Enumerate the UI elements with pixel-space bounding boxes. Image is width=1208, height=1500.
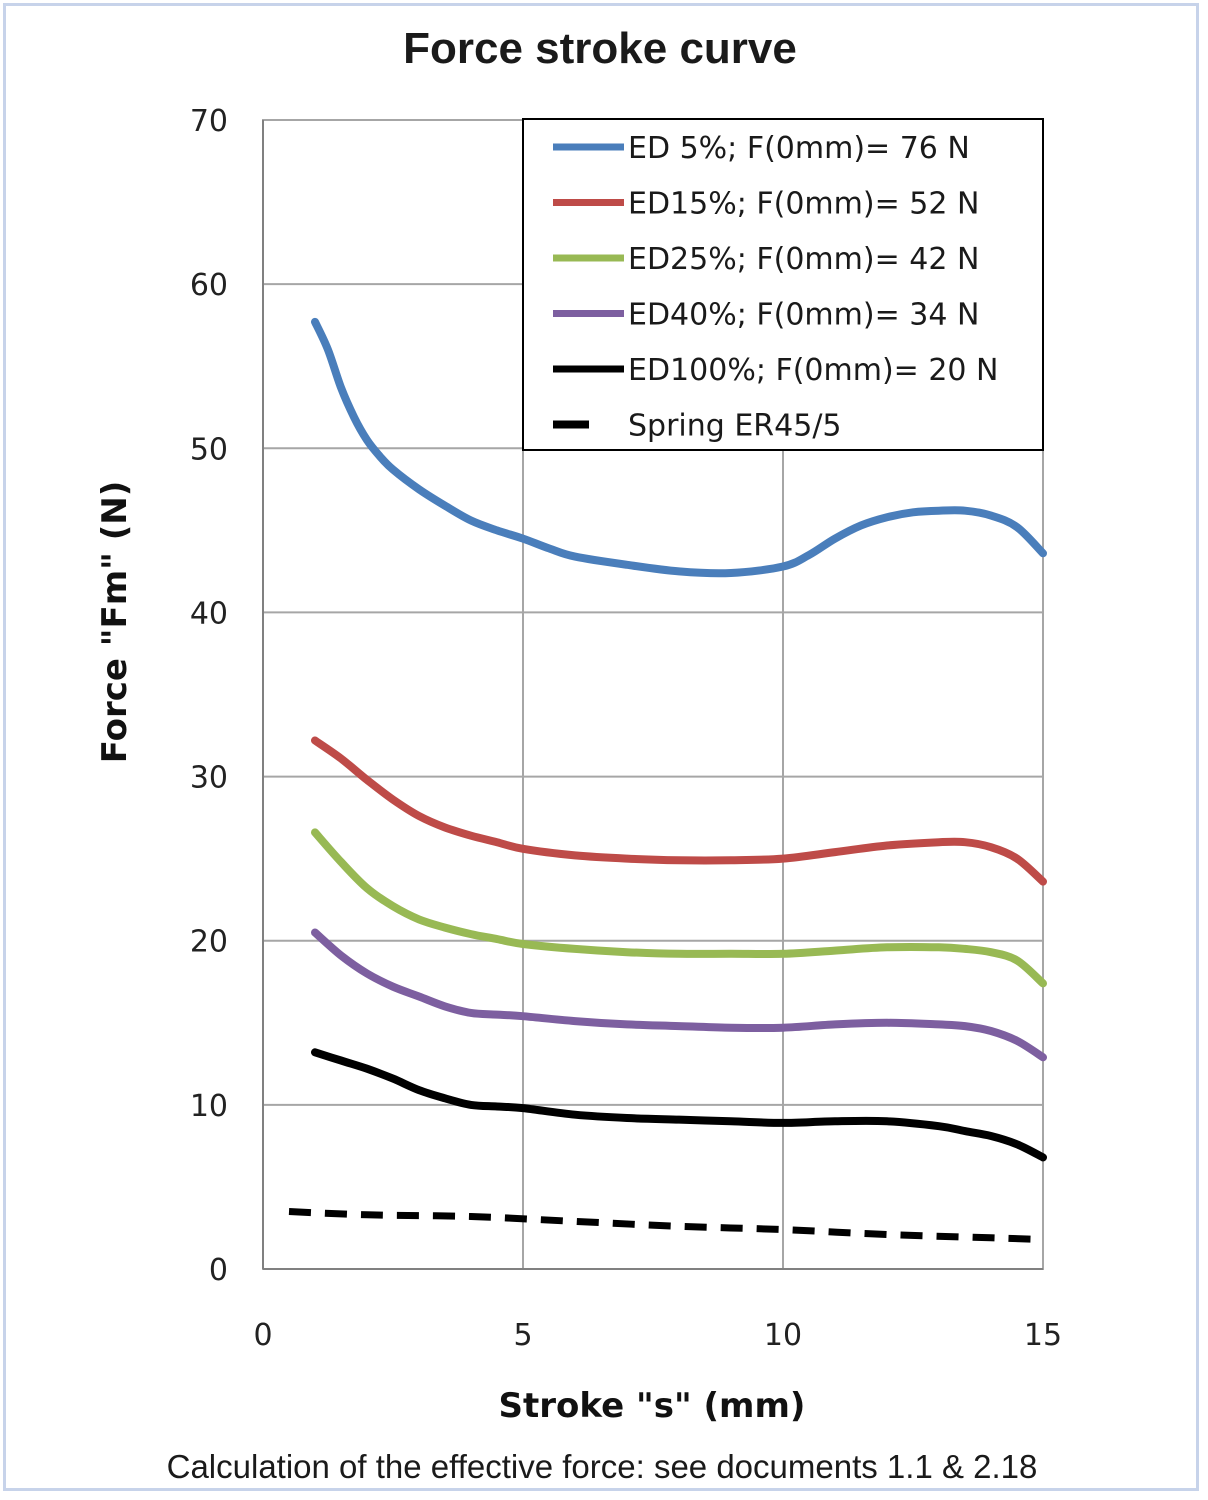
legend-label: Spring ER45/5 xyxy=(628,409,842,444)
y-tick-label: 0 xyxy=(209,1253,228,1288)
x-tick-label: 10 xyxy=(764,1318,802,1353)
y-tick-label: 70 xyxy=(190,104,228,139)
legend-box xyxy=(522,118,1044,451)
legend-label: ED15%; F(0mm)= 52 N xyxy=(628,187,979,222)
x-axis-title: Stroke "s" (mm) xyxy=(499,1386,806,1426)
y-tick-label: 50 xyxy=(190,432,228,467)
x-tick-label: 5 xyxy=(513,1318,532,1353)
legend-label: ED25%; F(0mm)= 42 N xyxy=(628,242,979,277)
y-tick-label: 40 xyxy=(190,596,228,631)
legend-items: ED 5%; F(0mm)= 76 N ED15%; F(0mm)= 52 N ED… xyxy=(553,131,999,444)
y-tick-label: 20 xyxy=(190,925,228,960)
series-line-ed100-f-0mm-20-n xyxy=(311,1048,1047,1162)
x-tick-label: 15 xyxy=(1024,1318,1062,1353)
y-tick-label: 10 xyxy=(190,1089,228,1124)
legend: ED 5%; F(0mm)= 76 N ED15%; F(0mm)= 52 N ED… xyxy=(522,118,1044,451)
series-line-ed-5-f-0mm-76-n xyxy=(311,317,1047,578)
axis-layer: 0 10 20 30 40 50 60 70 0 5 10 15 xyxy=(190,104,1062,1353)
series-line-ed15-f-0mm-52-n xyxy=(311,736,1047,886)
y-tick-label: 60 xyxy=(190,268,228,303)
x-tick-label: 0 xyxy=(253,1318,272,1353)
legend-label: ED100%; F(0mm)= 20 N xyxy=(628,353,999,388)
series-line-ed25-f-0mm-42-n xyxy=(311,828,1047,988)
series-layer xyxy=(288,317,1047,1243)
footnote: Calculation of the effective force: see … xyxy=(167,1448,1038,1485)
legend-label: ED 5%; F(0mm)= 76 N xyxy=(628,131,970,166)
y-tick-label: 30 xyxy=(190,761,228,796)
chart-title: Force stroke curve xyxy=(403,24,797,73)
series-line-ed40-f-0mm-34-n xyxy=(311,928,1047,1062)
y-axis-title: Force "Fm" (N) xyxy=(95,481,135,763)
legend-label: ED40%; F(0mm)= 34 N xyxy=(628,298,979,333)
series-line-spring-er45-5 xyxy=(288,1208,1044,1243)
